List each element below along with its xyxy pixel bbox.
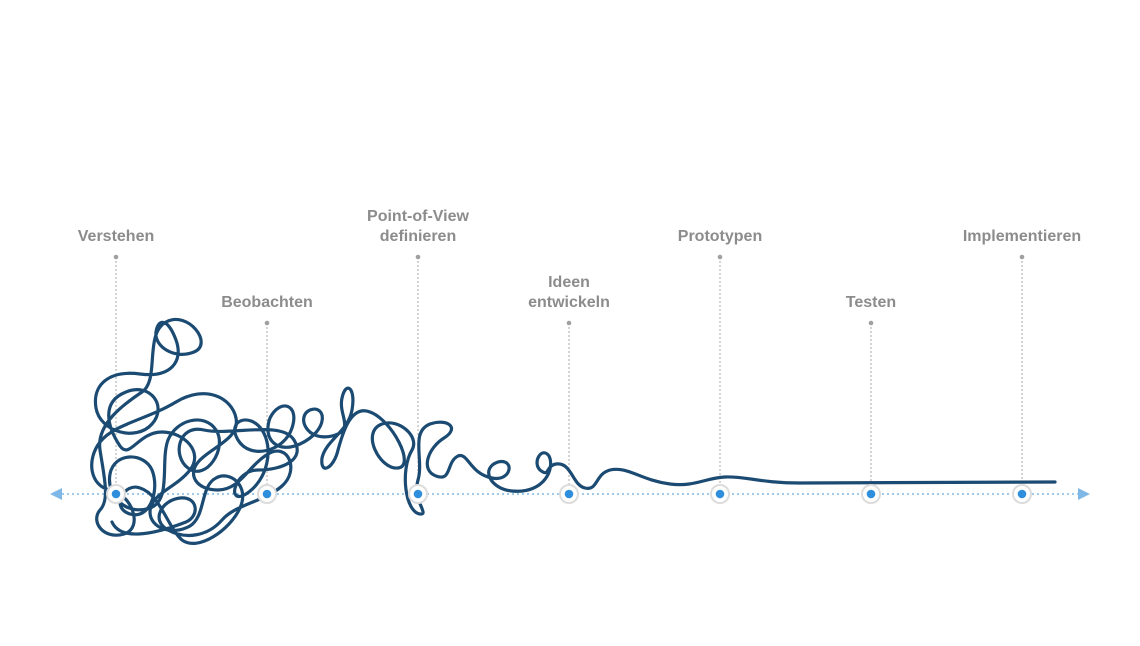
stages: Verstehen Beobachten Point-of-View definier…: [78, 208, 1081, 504]
connector-dot: [415, 254, 421, 260]
connector-dot: [868, 320, 874, 326]
process-squiggle: [90, 318, 1057, 545]
connector-dot: [264, 320, 270, 326]
stage-marker-dot: [262, 489, 272, 499]
stage-label: entwickeln: [528, 294, 610, 311]
connector-dot: [717, 254, 723, 260]
stage-marker-dot: [866, 489, 876, 499]
stage-label: definieren: [380, 228, 456, 245]
arrow-left: [50, 488, 62, 500]
connector-lines: [113, 254, 1025, 485]
stage-label: Beobachten: [221, 294, 313, 311]
stage-marker-dot: [564, 489, 574, 499]
connector-dot: [113, 254, 119, 260]
connector-dot: [1019, 254, 1025, 260]
stage-label: Implementieren: [963, 228, 1081, 245]
stage-label: Ideen: [548, 274, 590, 291]
stage-marker-dot: [1017, 489, 1027, 499]
stage-label: Point-of-View: [367, 208, 469, 225]
stage-marker-dot: [111, 489, 121, 499]
stage-marker-dot: [413, 489, 423, 499]
stage-label: Prototypen: [678, 228, 762, 245]
stage-label: Testen: [846, 294, 896, 311]
connector-dot: [566, 320, 572, 326]
stage-label: Verstehen: [78, 228, 154, 245]
arrow-right: [1078, 488, 1090, 500]
stage-marker-dot: [715, 489, 725, 499]
